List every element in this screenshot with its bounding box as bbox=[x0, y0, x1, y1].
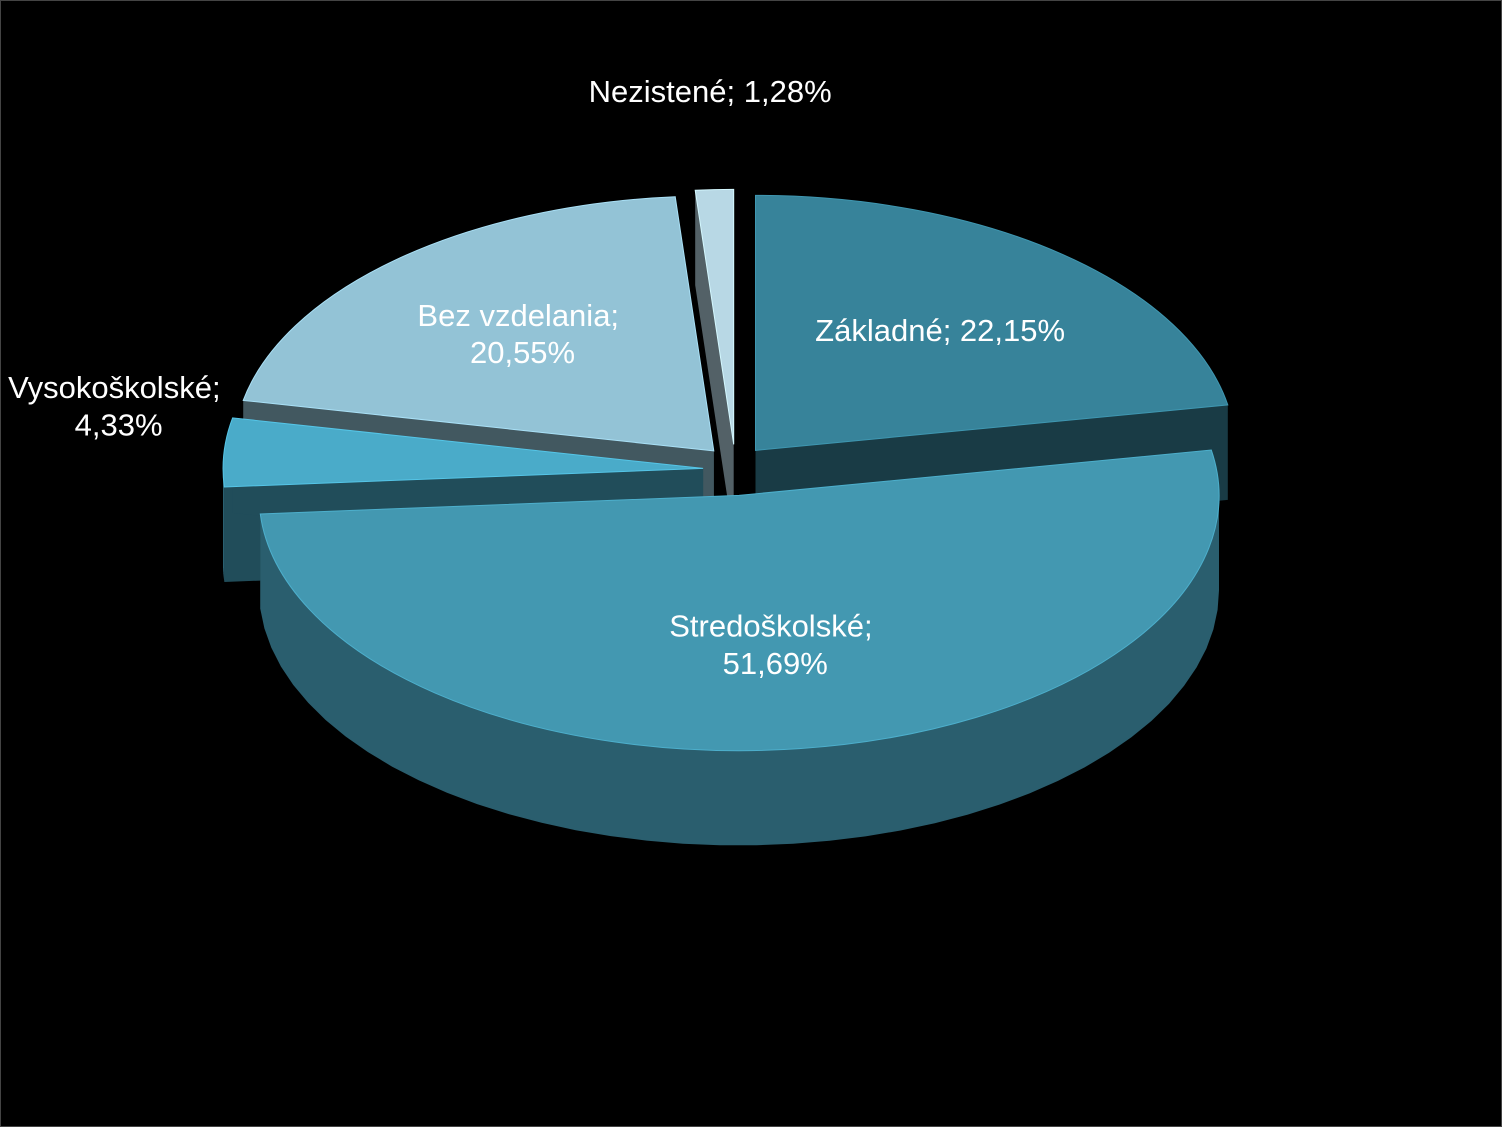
slice-top bbox=[242, 196, 715, 452]
slice-wall bbox=[223, 468, 225, 582]
slice bbox=[259, 449, 1220, 846]
slice-top bbox=[694, 188, 735, 445]
data-label: Základné; 22,15% bbox=[815, 313, 1065, 348]
slice-top bbox=[222, 417, 704, 488]
slice-wall bbox=[260, 495, 1219, 846]
slice-top bbox=[259, 449, 1220, 752]
data-label: Bez vzdelania; 20,55% bbox=[417, 298, 627, 370]
slice-top bbox=[755, 194, 1229, 451]
data-label: Nezistené; 1,28% bbox=[589, 74, 832, 109]
data-label: Vysokoškolské; 4,33% bbox=[8, 370, 229, 442]
slice bbox=[694, 188, 735, 540]
slice-side bbox=[695, 190, 734, 540]
data-label: Stredoškolské; 51,69% bbox=[669, 609, 881, 681]
